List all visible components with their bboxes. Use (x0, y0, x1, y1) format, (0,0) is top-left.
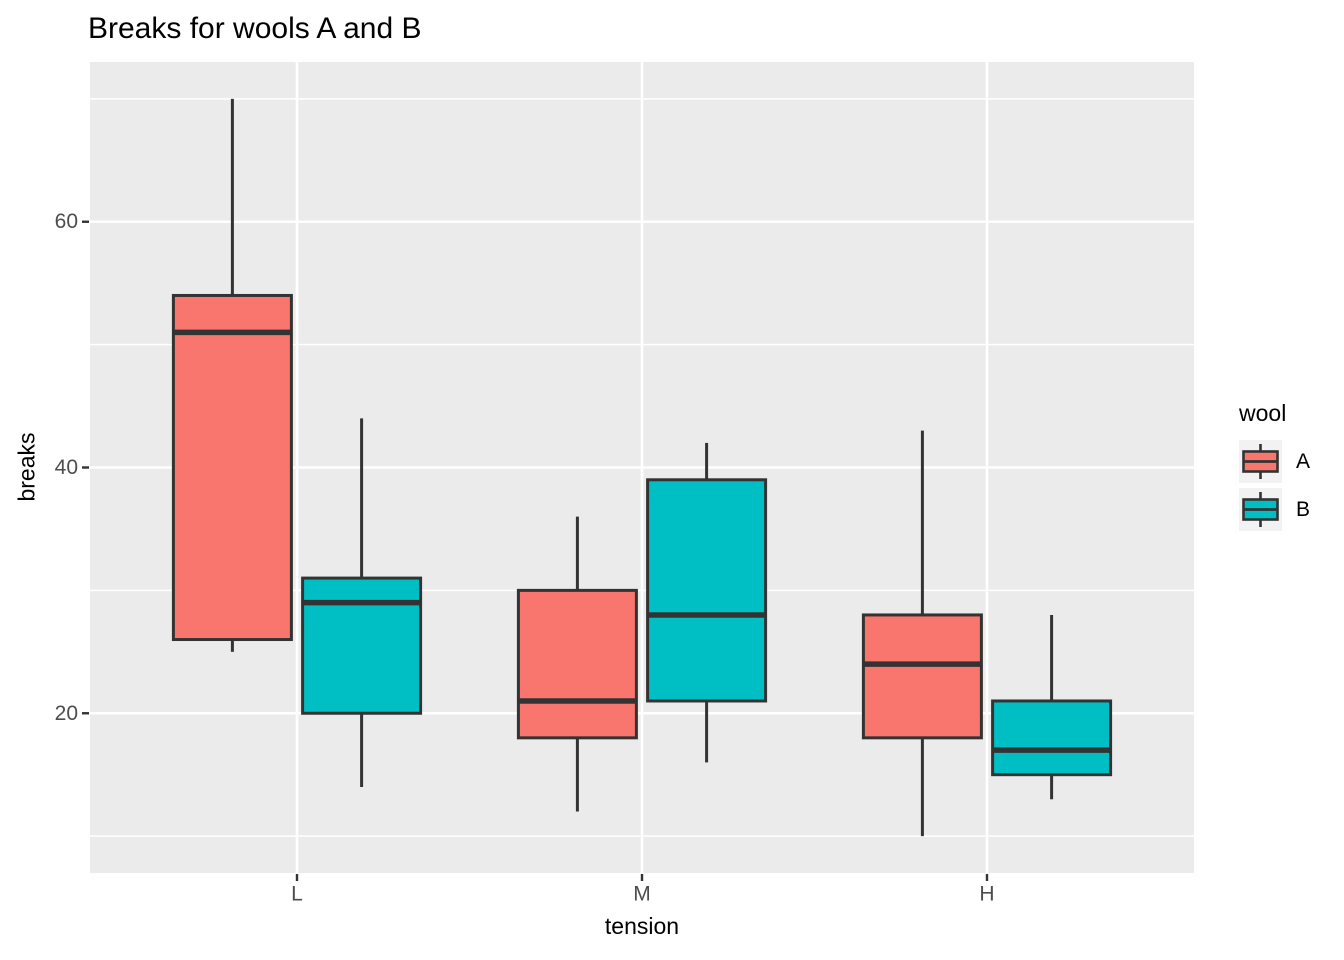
legend-key-boxplot-b (1239, 488, 1282, 531)
box-b-h (991, 699, 1113, 777)
y-tick-label-60: 60 (55, 210, 78, 233)
box-b-l (301, 576, 423, 715)
x-tick-label-L: L (291, 883, 303, 906)
page-title: Breaks for wools A and B (88, 12, 422, 45)
legend-label-b: B (1296, 497, 1311, 521)
box-a-h (861, 613, 983, 740)
y-axis-title: breaks (13, 432, 40, 502)
legend-entry-a: A (1239, 440, 1310, 483)
legend-key-glyph-a (1239, 440, 1282, 483)
x-tick-label-H: H (979, 883, 994, 906)
legend-entry-b: B (1239, 488, 1310, 531)
legend-key-glyph-b (1239, 488, 1282, 531)
legend: wool A B (1239, 400, 1310, 536)
y-tick-label-40: 40 (55, 456, 78, 479)
box-a-m (516, 588, 638, 740)
box-a-l (171, 293, 293, 642)
legend-key-boxplot-a (1239, 440, 1282, 483)
x-tick-label-M: M (633, 883, 651, 906)
legend-label-a: A (1296, 449, 1311, 473)
legend-title: wool (1239, 400, 1287, 426)
x-axis-title: tension (604, 913, 680, 939)
y-tick-label-20: 20 (55, 702, 78, 725)
box-b-m (646, 478, 768, 703)
